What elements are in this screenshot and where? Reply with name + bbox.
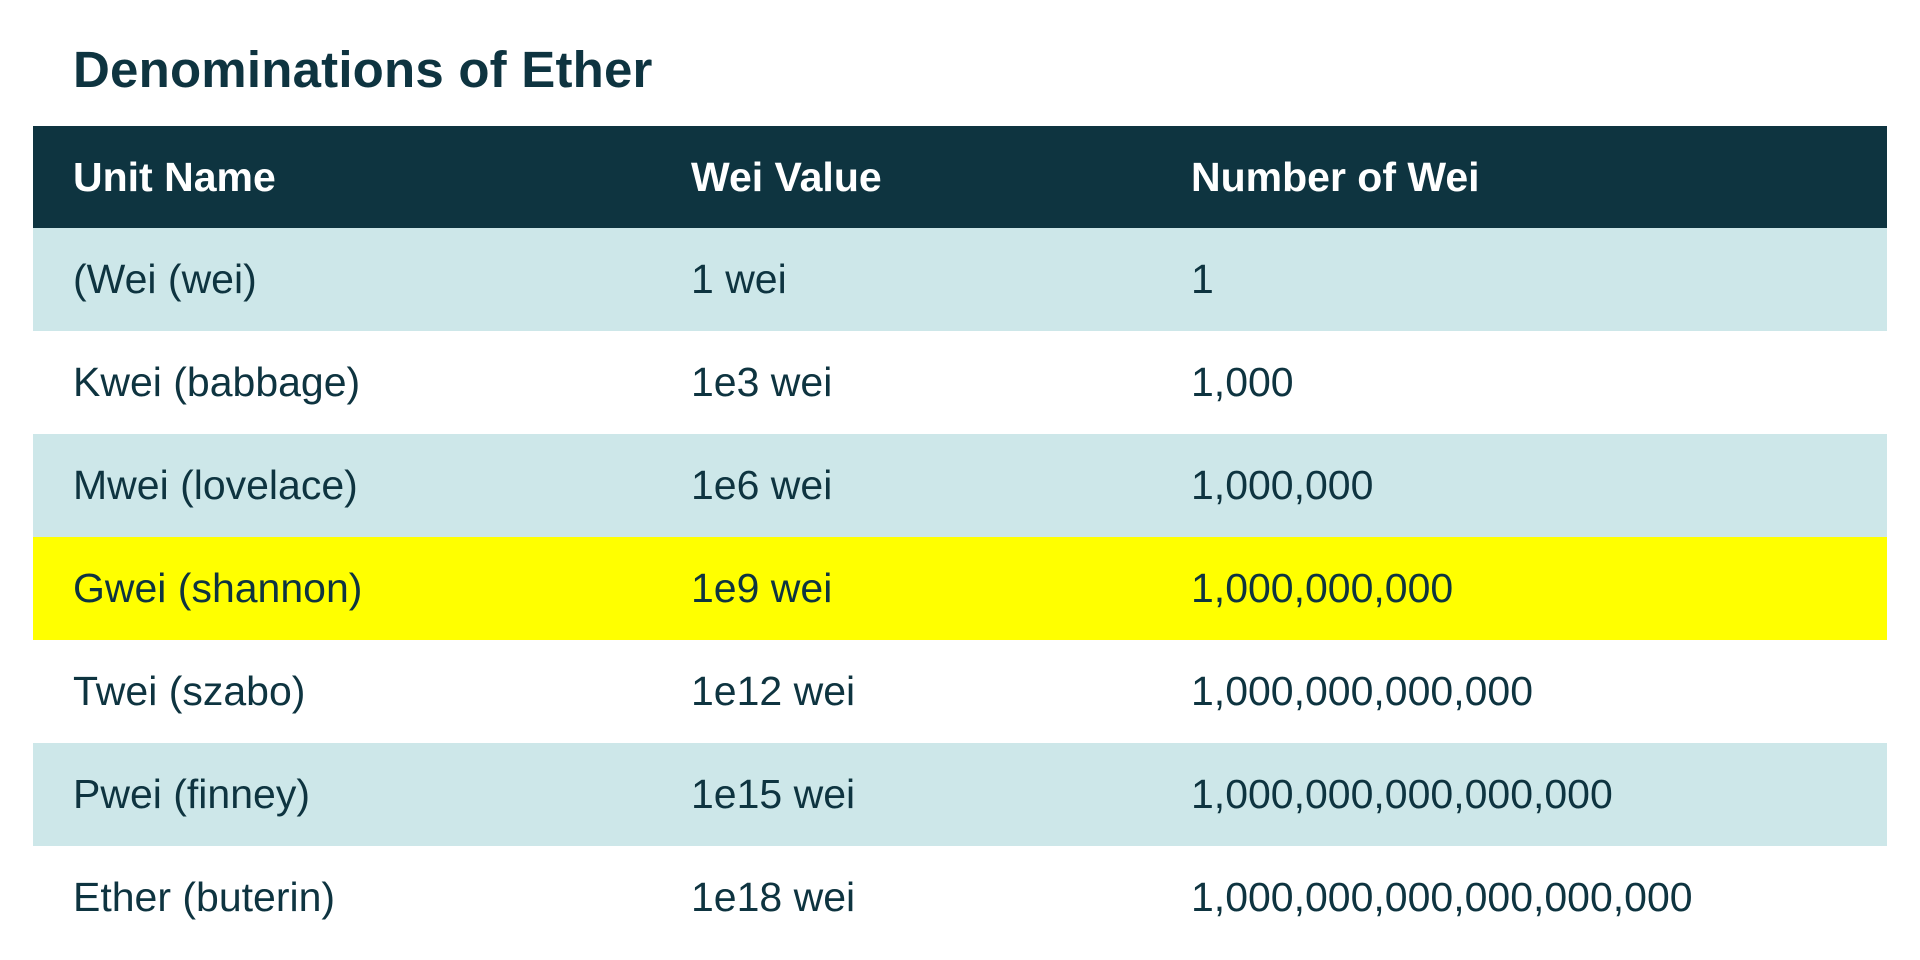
table-row: Kwei (babbage) 1e3 wei 1,000 xyxy=(33,331,1887,434)
cell-unit-name: Pwei (finney) xyxy=(73,771,310,817)
table-row-highlighted: Gwei (shannon) 1e9 wei 1,000,000,000 xyxy=(33,537,1887,640)
cell-number-of-wei: 1,000 xyxy=(1191,359,1294,405)
table-row: Pwei (finney) 1e15 wei 1,000,000,000,000… xyxy=(33,743,1887,846)
cell-number-of-wei: 1,000,000,000,000,000,000 xyxy=(1191,874,1693,920)
cell-unit-name: Kwei (babbage) xyxy=(73,359,361,405)
cell-unit-name: Twei (szabo) xyxy=(73,668,306,714)
cell-number-of-wei: 1,000,000,000,000,000 xyxy=(1191,771,1613,817)
cell-number-of-wei: 1,000,000,000 xyxy=(1191,565,1454,611)
table-row: Twei (szabo) 1e12 wei 1,000,000,000,000 xyxy=(33,640,1887,743)
table-header-row: Unit Name Wei Value Number of Wei xyxy=(33,126,1887,228)
column-header-wei-value: Wei Value xyxy=(691,153,882,200)
cell-unit-name: Mwei (lovelace) xyxy=(73,462,358,508)
denominations-table-container: Unit Name Wei Value Number of Wei (Wei (… xyxy=(33,126,1887,949)
table-body: (Wei (wei) 1 wei 1 Kwei (babbage) 1e3 we… xyxy=(33,228,1887,949)
cell-unit-name: Gwei (shannon) xyxy=(73,565,363,611)
table-header: Unit Name Wei Value Number of Wei xyxy=(33,126,1887,228)
cell-number-of-wei: 1,000,000,000,000 xyxy=(1191,668,1533,714)
cell-wei-value: 1 wei xyxy=(691,256,787,302)
cell-unit-name: (Wei (wei) xyxy=(73,256,257,302)
cell-unit-name: Ether (buterin) xyxy=(73,874,336,920)
cell-wei-value: 1e6 wei xyxy=(691,462,833,508)
cell-wei-value: 1e15 wei xyxy=(691,771,856,817)
table-row: Ether (buterin) 1e18 wei 1,000,000,000,0… xyxy=(33,846,1887,949)
denominations-table: Unit Name Wei Value Number of Wei (Wei (… xyxy=(33,126,1887,949)
table-row: (Wei (wei) 1 wei 1 xyxy=(33,228,1887,331)
column-header-number-of-wei: Number of Wei xyxy=(1191,153,1480,200)
cell-wei-value: 1e12 wei xyxy=(691,668,856,714)
cell-wei-value: 1e9 wei xyxy=(691,565,833,611)
column-header-unit-name: Unit Name xyxy=(73,153,276,200)
cell-wei-value: 1e18 wei xyxy=(691,874,856,920)
table-row: Mwei (lovelace) 1e6 wei 1,000,000 xyxy=(33,434,1887,537)
page-title: Denominations of Ether xyxy=(73,41,653,98)
cell-wei-value: 1e3 wei xyxy=(691,359,833,405)
cell-number-of-wei: 1 xyxy=(1191,256,1214,302)
cell-number-of-wei: 1,000,000 xyxy=(1191,462,1374,508)
